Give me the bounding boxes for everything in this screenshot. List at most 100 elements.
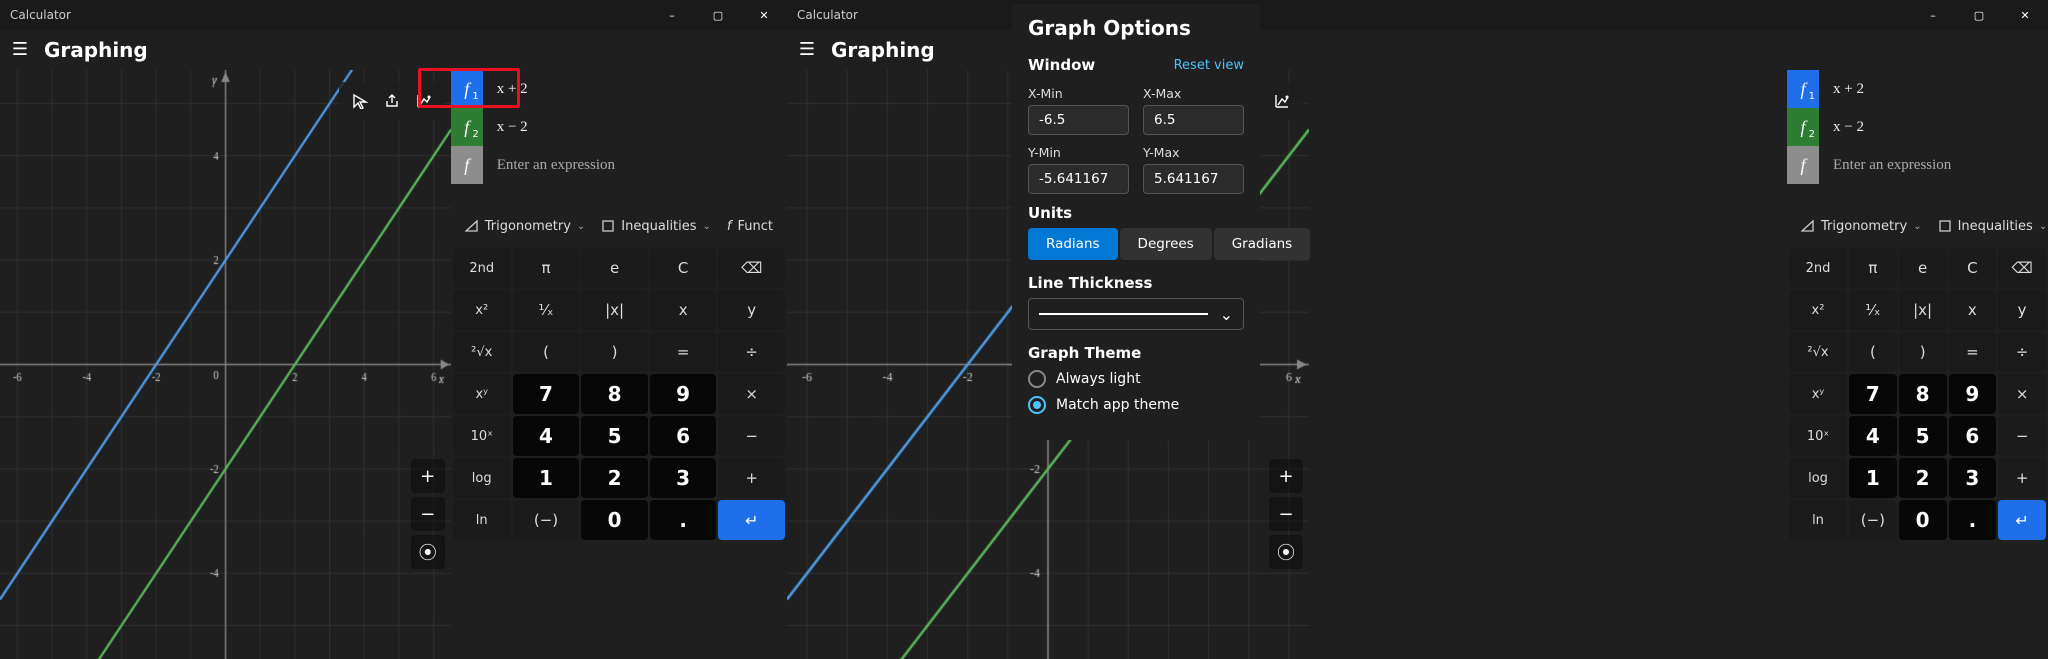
key-π[interactable]: π [1849, 248, 1897, 288]
key-↵[interactable]: ↵ [1998, 500, 2046, 540]
function-expr-1[interactable]: x + 2 [483, 81, 528, 98]
key-6[interactable]: 6 [1949, 416, 1997, 456]
zoom-out-button[interactable]: − [411, 497, 445, 531]
key-x[interactable]: x [650, 290, 717, 330]
function-row-1[interactable]: f1 x + 2 [1787, 70, 2048, 108]
key-2[interactable]: 2 [581, 458, 648, 498]
key-(−)[interactable]: (−) [513, 500, 580, 540]
key-log[interactable]: log [453, 458, 511, 498]
key-5[interactable]: 5 [581, 416, 648, 456]
theme-always-light[interactable]: Always light [1028, 370, 1244, 388]
key-6[interactable]: 6 [650, 416, 717, 456]
key-0[interactable]: 0 [1899, 500, 1947, 540]
key-²√x[interactable]: ²√x [453, 332, 511, 372]
key-¹⁄ₓ[interactable]: ¹⁄ₓ [513, 290, 580, 330]
function-badge-2[interactable]: f2 [451, 108, 483, 146]
key-|x|[interactable]: |x| [581, 290, 648, 330]
key-1[interactable]: 1 [513, 458, 580, 498]
units-gradians[interactable]: Gradians [1214, 228, 1310, 260]
key-×[interactable]: × [718, 374, 785, 414]
function-expr-1[interactable]: x + 2 [1819, 81, 1864, 98]
zoom-fit-button[interactable]: ⦿ [1269, 535, 1303, 569]
zoom-fit-button[interactable]: ⦿ [411, 535, 445, 569]
key-2nd[interactable]: 2nd [1789, 248, 1847, 288]
key-⌫[interactable]: ⌫ [718, 248, 785, 288]
key-π[interactable]: π [513, 248, 580, 288]
key-.[interactable]: . [1949, 500, 1997, 540]
key-log[interactable]: log [1789, 458, 1847, 498]
close-button[interactable]: ✕ [2002, 0, 2048, 30]
key-.[interactable]: . [650, 500, 717, 540]
graph-options-icon[interactable] [1267, 86, 1297, 116]
trace-cursor-icon[interactable] [345, 86, 375, 116]
hamburger-icon[interactable]: ☰ [10, 41, 30, 59]
function-badge-1[interactable]: f1 [451, 70, 483, 108]
key-10ˣ[interactable]: 10ˣ [1789, 416, 1847, 456]
function-row-2[interactable]: f2 x − 2 [451, 108, 787, 146]
close-button[interactable]: ✕ [741, 0, 787, 30]
function-badge-2[interactable]: f2 [1787, 108, 1819, 146]
key-)[interactable]: ) [581, 332, 648, 372]
graph-options-icon[interactable] [409, 86, 439, 116]
key-9[interactable]: 9 [1949, 374, 1997, 414]
key-e[interactable]: e [1899, 248, 1947, 288]
category-inequalities[interactable]: Inequalities⌄ [1932, 215, 2048, 238]
line-thickness-dropdown[interactable]: ⌄ [1028, 298, 1244, 330]
key-÷[interactable]: ÷ [1998, 332, 2046, 372]
ymin-input[interactable] [1028, 164, 1129, 194]
function-input-row[interactable]: f Enter an expression [451, 146, 787, 184]
units-radians[interactable]: Radians [1028, 228, 1118, 260]
key-0[interactable]: 0 [581, 500, 648, 540]
function-input[interactable]: Enter an expression [1819, 157, 1951, 174]
function-expr-2[interactable]: x − 2 [1819, 119, 1864, 136]
key-x²[interactable]: x² [453, 290, 511, 330]
graph-canvas[interactable] [0, 70, 451, 659]
hamburger-icon[interactable]: ☰ [797, 41, 817, 59]
key-y[interactable]: y [1998, 290, 2046, 330]
minimize-button[interactable]: – [649, 0, 695, 30]
key-7[interactable]: 7 [513, 374, 580, 414]
key-x²[interactable]: x² [1789, 290, 1847, 330]
function-row-2[interactable]: f2 x − 2 [1787, 108, 2048, 146]
category-trigonometry[interactable]: Trigonometry⌄ [1795, 215, 1928, 238]
key-|x|[interactable]: |x| [1899, 290, 1947, 330]
theme-match-app[interactable]: Match app theme [1028, 396, 1244, 414]
key-y[interactable]: y [718, 290, 785, 330]
key-=[interactable]: = [650, 332, 717, 372]
key-([interactable]: ( [1849, 332, 1897, 372]
maximize-button[interactable]: ▢ [695, 0, 741, 30]
key-ln[interactable]: ln [1789, 500, 1847, 540]
key-−[interactable]: − [1998, 416, 2046, 456]
key-×[interactable]: × [1998, 374, 2046, 414]
key-([interactable]: ( [513, 332, 580, 372]
key-C[interactable]: C [650, 248, 717, 288]
share-icon[interactable] [377, 86, 407, 116]
zoom-in-button[interactable]: + [411, 459, 445, 493]
key-2[interactable]: 2 [1899, 458, 1947, 498]
function-input[interactable]: Enter an expression [483, 157, 615, 174]
function-expr-2[interactable]: x − 2 [483, 119, 528, 136]
key-8[interactable]: 8 [1899, 374, 1947, 414]
key-4[interactable]: 4 [513, 416, 580, 456]
key-=[interactable]: = [1949, 332, 1997, 372]
key-²√x[interactable]: ²√x [1789, 332, 1847, 372]
ymax-input[interactable] [1143, 164, 1244, 194]
category-inequalities[interactable]: Inequalities⌄ [595, 215, 717, 238]
xmin-input[interactable] [1028, 105, 1129, 135]
key-xʸ[interactable]: xʸ [1789, 374, 1847, 414]
units-degrees[interactable]: Degrees [1120, 228, 1212, 260]
category-trigonometry[interactable]: Trigonometry⌄ [459, 215, 592, 238]
key-10ˣ[interactable]: 10ˣ [453, 416, 511, 456]
graph-area[interactable]: + − ⦿ [0, 70, 451, 659]
key-+[interactable]: + [718, 458, 785, 498]
xmax-input[interactable] [1143, 105, 1244, 135]
key-3[interactable]: 3 [650, 458, 717, 498]
key-2nd[interactable]: 2nd [453, 248, 511, 288]
key-C[interactable]: C [1949, 248, 1997, 288]
function-row-1[interactable]: f1 x + 2 [451, 70, 787, 108]
key-5[interactable]: 5 [1899, 416, 1947, 456]
key-(−)[interactable]: (−) [1849, 500, 1897, 540]
maximize-button[interactable]: ▢ [1956, 0, 2002, 30]
key-x[interactable]: x [1949, 290, 1997, 330]
key-)[interactable]: ) [1899, 332, 1947, 372]
